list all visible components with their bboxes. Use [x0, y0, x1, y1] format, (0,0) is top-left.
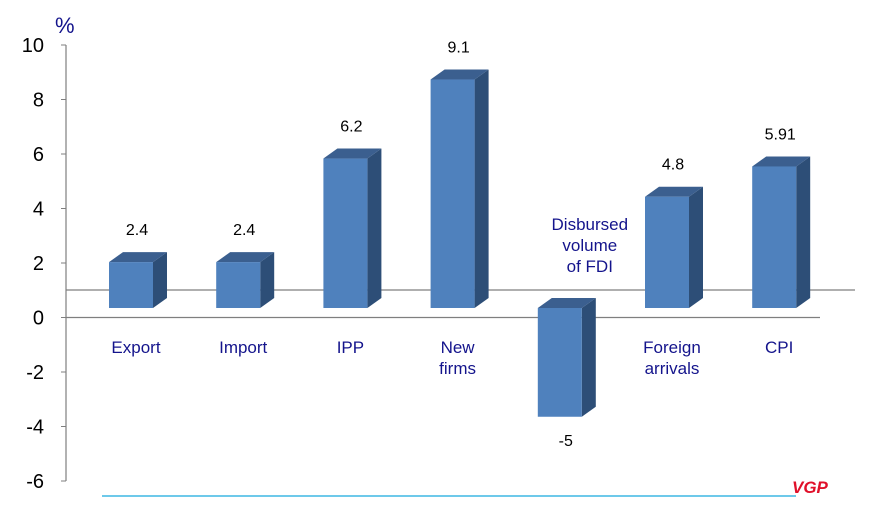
bar-front-face [109, 262, 153, 308]
category-label: volume [562, 236, 617, 255]
bar-front-face [537, 308, 582, 417]
category-label: Export [111, 338, 160, 357]
data-label: 2.4 [233, 222, 255, 239]
bar-side-face [474, 69, 489, 309]
bar-front-face [752, 166, 797, 308]
bar-side-face [260, 252, 275, 308]
bar-top-face [216, 252, 275, 263]
bar [323, 148, 382, 308]
bar-top-face [323, 148, 382, 159]
data-label: 9.1 [447, 40, 469, 57]
bar-top-face [109, 252, 167, 263]
category-label: Foreign [643, 338, 701, 357]
bar [537, 298, 596, 417]
y-tick-label: 6 [33, 144, 44, 166]
category-label: arrivals [645, 359, 700, 378]
category-label: Import [219, 338, 267, 357]
bar-side-face [153, 252, 167, 308]
bar [216, 252, 275, 308]
bar-side-face [689, 186, 703, 308]
y-tick-label: -2 [26, 362, 44, 384]
category-label: Disbursed [552, 215, 629, 234]
data-label: 5.91 [765, 126, 796, 143]
y-tick-label: 0 [33, 308, 44, 330]
data-label: 2.4 [126, 222, 148, 239]
data-label: 4.8 [662, 157, 684, 174]
y-tick-label: 8 [33, 90, 44, 112]
y-tick-label: 2 [33, 253, 44, 275]
category-label: IPP [337, 338, 364, 357]
y-tick-label: -4 [26, 417, 44, 439]
y-tick-label: -6 [26, 471, 44, 493]
category-label: CPI [765, 338, 793, 357]
bar-front-face [323, 158, 368, 308]
bar-front-face [430, 79, 475, 309]
y-unit-label: % [55, 13, 75, 38]
bar [430, 69, 489, 309]
bar-side-face [796, 156, 811, 308]
data-label: 6.2 [340, 119, 362, 136]
y-tick-label: 10 [22, 35, 44, 57]
bar-top-face [752, 156, 811, 167]
category-label: firms [439, 359, 476, 378]
bar-front-face [216, 262, 261, 308]
bar-front-face [645, 196, 689, 308]
bar-side-face [367, 148, 382, 308]
bar-top-face [645, 186, 703, 197]
bar-top-face [537, 298, 596, 308]
category-label: New [441, 338, 476, 357]
bar-side-face [581, 298, 596, 417]
bar [752, 156, 811, 308]
bar-top-face [430, 69, 489, 80]
y-tick-label: 4 [33, 199, 44, 221]
bar [645, 186, 703, 308]
category-label: of FDI [567, 257, 613, 276]
bar [109, 252, 167, 308]
vgp-watermark: VGP [792, 478, 829, 497]
data-label: -5 [559, 433, 573, 450]
